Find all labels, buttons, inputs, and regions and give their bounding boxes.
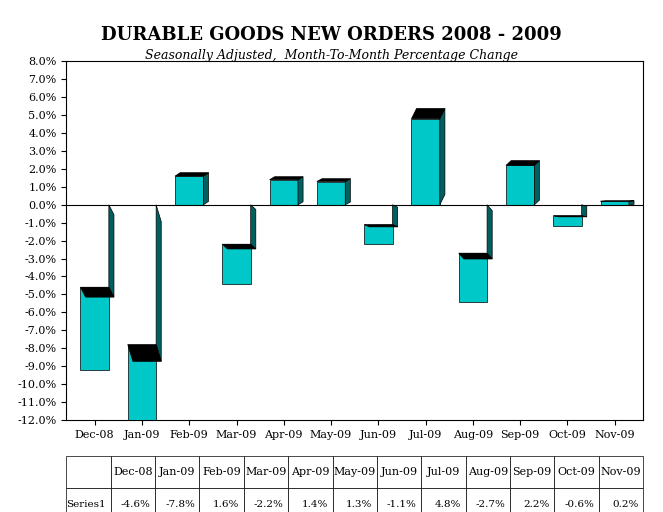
Bar [601, 201, 629, 205]
Polygon shape [204, 173, 209, 205]
Text: Seasonally Adjusted,  Month-To-Month Percentage Change: Seasonally Adjusted, Month-To-Month Perc… [145, 49, 518, 61]
Bar [175, 176, 204, 205]
Polygon shape [629, 201, 634, 205]
Polygon shape [298, 177, 303, 205]
Bar [364, 224, 392, 244]
Polygon shape [109, 205, 114, 297]
Bar [412, 119, 440, 205]
Polygon shape [128, 345, 161, 361]
Polygon shape [487, 205, 492, 259]
Polygon shape [222, 244, 256, 249]
Polygon shape [251, 205, 256, 249]
Polygon shape [440, 109, 445, 205]
Polygon shape [345, 179, 350, 205]
Bar [80, 287, 109, 370]
Bar [317, 181, 345, 205]
Polygon shape [175, 173, 209, 176]
Polygon shape [412, 109, 445, 119]
Polygon shape [270, 177, 303, 180]
Bar [270, 180, 298, 205]
Bar [222, 244, 251, 284]
Polygon shape [554, 216, 587, 217]
Bar [506, 165, 534, 205]
Polygon shape [392, 205, 398, 227]
Bar [554, 216, 581, 226]
Polygon shape [317, 179, 350, 181]
Polygon shape [156, 205, 161, 361]
Polygon shape [581, 205, 587, 217]
Bar [459, 253, 487, 302]
Polygon shape [364, 224, 398, 227]
Polygon shape [534, 161, 540, 205]
Bar [128, 345, 156, 484]
Text: DURABLE GOODS NEW ORDERS 2008 - 2009: DURABLE GOODS NEW ORDERS 2008 - 2009 [101, 26, 562, 44]
Polygon shape [459, 253, 492, 259]
Polygon shape [80, 287, 114, 297]
Polygon shape [506, 161, 540, 165]
